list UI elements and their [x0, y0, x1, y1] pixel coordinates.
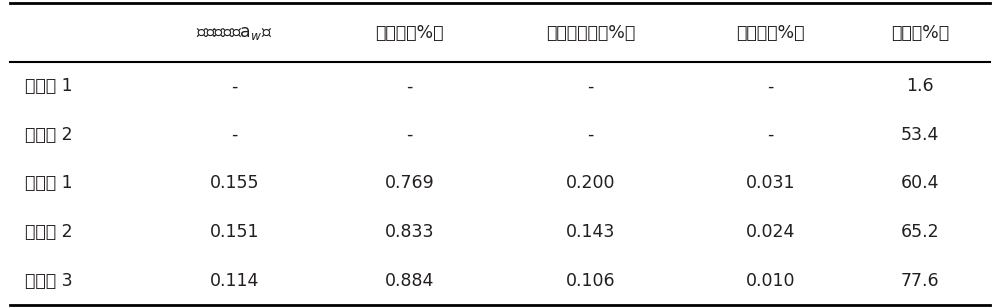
Text: 0.769: 0.769: [385, 174, 435, 192]
Text: 0.024: 0.024: [746, 223, 795, 241]
Text: 水分活度（a$_w$）: 水分活度（a$_w$）: [196, 23, 272, 42]
Text: -: -: [768, 77, 774, 95]
Text: 53.4: 53.4: [901, 126, 940, 144]
Text: -: -: [587, 126, 593, 144]
Text: 60.4: 60.4: [901, 174, 940, 192]
Text: 对比例 1: 对比例 1: [25, 77, 72, 95]
Text: 自由水（%）: 自由水（%）: [737, 23, 805, 42]
Text: 0.010: 0.010: [746, 272, 796, 290]
Text: 65.2: 65.2: [901, 223, 940, 241]
Text: 1.6: 1.6: [907, 77, 934, 95]
Text: 实施例 2: 实施例 2: [25, 223, 72, 241]
Text: 0.106: 0.106: [565, 272, 615, 290]
Text: -: -: [407, 77, 413, 95]
Text: -: -: [231, 126, 238, 144]
Text: 不易流动水（%）: 不易流动水（%）: [546, 23, 635, 42]
Text: 0.200: 0.200: [566, 174, 615, 192]
Text: 产率（%）: 产率（%）: [891, 23, 949, 42]
Text: 0.151: 0.151: [210, 223, 259, 241]
Text: 0.155: 0.155: [210, 174, 259, 192]
Text: 0.114: 0.114: [210, 272, 259, 290]
Text: 0.143: 0.143: [566, 223, 615, 241]
Text: 实施例 1: 实施例 1: [25, 174, 72, 192]
Text: -: -: [407, 126, 413, 144]
Text: 0.031: 0.031: [746, 174, 796, 192]
Text: 0.833: 0.833: [385, 223, 434, 241]
Text: -: -: [587, 77, 593, 95]
Text: 对比例 2: 对比例 2: [25, 126, 72, 144]
Text: -: -: [231, 77, 238, 95]
Text: 实施例 3: 实施例 3: [25, 272, 72, 290]
Text: -: -: [768, 126, 774, 144]
Text: 77.6: 77.6: [901, 272, 940, 290]
Text: 0.884: 0.884: [385, 272, 434, 290]
Text: 结合水（%）: 结合水（%）: [375, 23, 444, 42]
